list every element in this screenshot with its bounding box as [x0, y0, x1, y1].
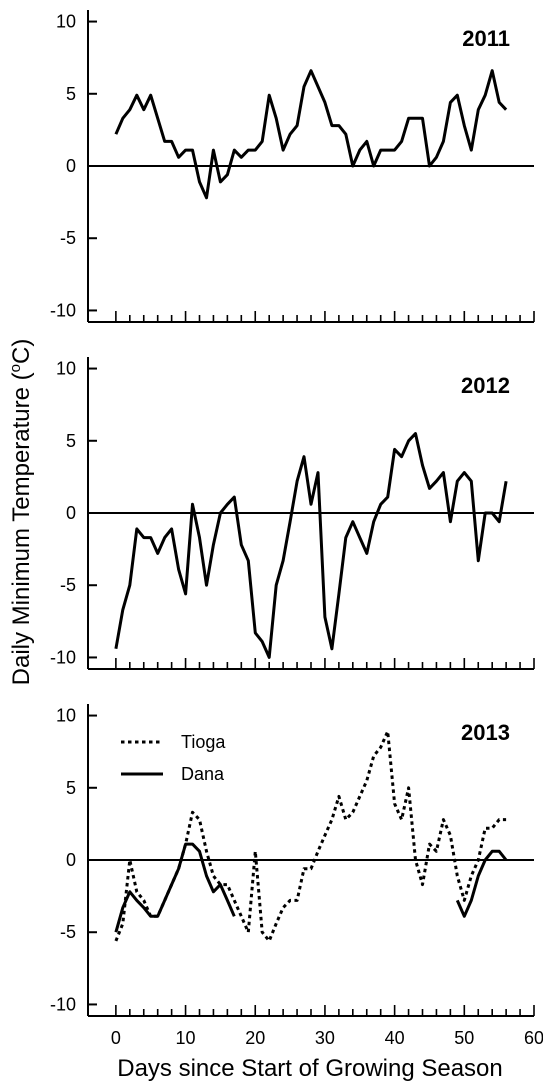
x-tick-label: 40 — [385, 1028, 405, 1048]
y-tick-label: -5 — [60, 575, 76, 595]
series-line-tioga — [114, 729, 507, 943]
panel-2012: -10 -5 0 5 10 2012 — [50, 357, 535, 670]
panel-2013: -10 -5 0 5 10 2013 Tioga Dana 0 10 20 30 40 50 60 — [50, 704, 543, 1048]
panel-title: 2013 — [461, 720, 510, 745]
y-tick-label: 5 — [66, 84, 76, 104]
y-tick-label: -10 — [50, 994, 76, 1014]
y-tick-label: 0 — [66, 156, 76, 176]
x-tick-label: 30 — [315, 1028, 335, 1048]
series-line-2011 — [114, 69, 508, 200]
x-tick-label: 0 — [111, 1028, 121, 1048]
y-tick-label: 10 — [56, 359, 76, 379]
y-axis-title-text: Daily Minimum Temperature ( — [8, 372, 35, 685]
y-tick-label: 5 — [66, 431, 76, 451]
legend-label-tioga: Tioga — [181, 732, 226, 752]
y-tick-label: -10 — [50, 647, 76, 667]
x-tick-label: 20 — [245, 1028, 265, 1048]
y-axis-title: Daily Minimum Temperature (oC) — [7, 339, 35, 686]
y-tick-label: -5 — [60, 922, 76, 942]
y-tick-label: 10 — [56, 12, 76, 32]
y-axis-title-superscript: o — [7, 364, 24, 372]
x-tick-label: 10 — [176, 1028, 196, 1048]
series-line-2012 — [114, 432, 508, 659]
series-line-dana-1 — [455, 849, 508, 918]
y-axis-title-unit: C) — [8, 339, 35, 364]
series-line-dana-0 — [114, 842, 236, 933]
x-tick-label: 50 — [454, 1028, 474, 1048]
y-tick-label: 0 — [66, 850, 76, 870]
panel-title: 2012 — [461, 373, 510, 398]
x-tick-label: 60 — [524, 1028, 543, 1048]
panel-2011: -10 -5 0 5 10 2011 — [50, 10, 535, 323]
legend-label-dana: Dana — [181, 764, 225, 784]
x-axis-title: Days since Start of Growing Season — [117, 1055, 503, 1082]
panel-title: 2011 — [462, 26, 510, 51]
y-tick-label: 10 — [56, 706, 76, 726]
y-tick-label: -10 — [50, 300, 76, 320]
y-tick-label: 5 — [66, 778, 76, 798]
y-tick-label: 0 — [66, 503, 76, 523]
y-tick-label: -5 — [60, 228, 76, 248]
